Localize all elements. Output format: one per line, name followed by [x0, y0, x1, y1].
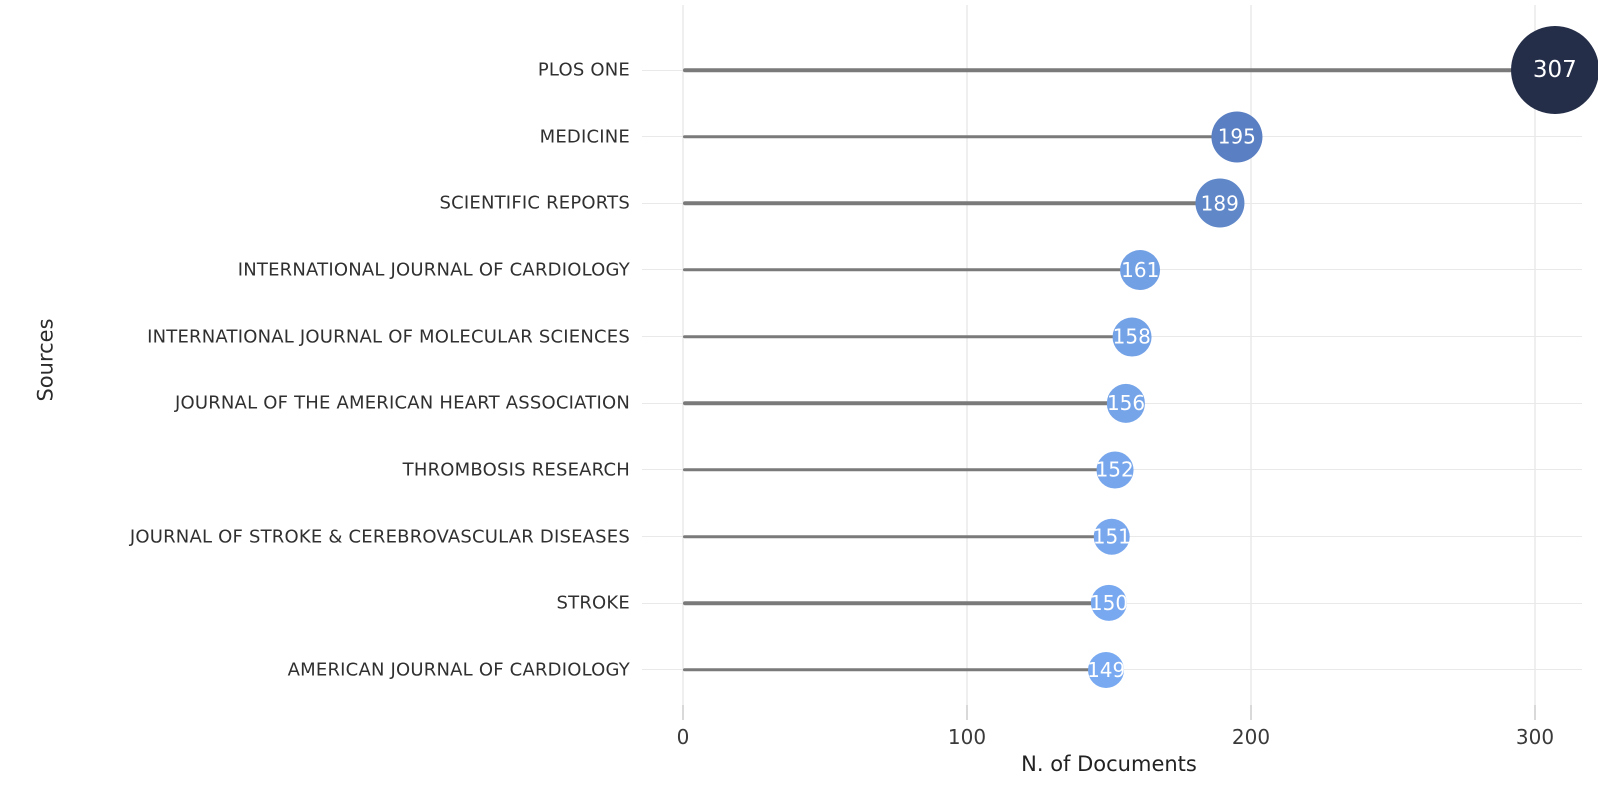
lollipop-stem — [683, 468, 1115, 472]
category-label: JOURNAL OF STROKE & CEREBROVASCULAR DISE… — [129, 526, 630, 548]
data-point-bubble: 158 — [1112, 317, 1152, 357]
x-axis-tick-label: 300 — [1515, 725, 1555, 749]
data-point-bubble: 156 — [1106, 384, 1146, 423]
lollipop-stem — [683, 268, 1141, 272]
category-label: JOURNAL OF THE AMERICAN HEART ASSOCIATIO… — [174, 392, 630, 414]
category-label: AMERICAN JOURNAL OF CARDIOLOGY — [287, 659, 630, 681]
category-label: INTERNATIONAL JOURNAL OF MOLECULAR SCIEN… — [147, 326, 630, 348]
x-axis-tick — [966, 705, 968, 720]
lollipop-stem — [683, 601, 1109, 605]
x-axis-tick — [682, 705, 684, 720]
data-point-bubble: 150 — [1089, 585, 1129, 622]
data-point-bubble: 307 — [1510, 26, 1598, 114]
lollipop-stem — [683, 68, 1555, 72]
data-point-bubble: 161 — [1120, 249, 1161, 290]
value-label: 156 — [1106, 391, 1146, 416]
x-axis-tick-label: 100 — [947, 725, 987, 749]
value-label: 195 — [1217, 124, 1256, 149]
lollipop-stem — [683, 334, 1132, 339]
x-axis-tick — [1534, 705, 1536, 720]
value-label: 189 — [1200, 191, 1239, 216]
x-axis-tick-label: 200 — [1231, 725, 1271, 749]
lollipop-stem — [683, 201, 1220, 206]
lollipop-stem — [683, 534, 1112, 539]
category-label: INTERNATIONAL JOURNAL OF CARDIOLOGY — [237, 259, 630, 281]
data-point-bubble: 189 — [1195, 178, 1245, 228]
data-point-bubble: 152 — [1095, 451, 1134, 489]
x-axis-tick-label: 0 — [676, 725, 690, 749]
data-point-bubble: 195 — [1211, 111, 1263, 163]
x-axis-title: N. of Documents — [1021, 752, 1197, 776]
y-axis-title: Sources — [33, 318, 58, 402]
data-point-bubble: 149 — [1087, 651, 1126, 688]
category-label: PLOS ONE — [537, 59, 630, 81]
x-gridline — [682, 5, 684, 705]
value-label: 158 — [1112, 324, 1151, 349]
x-axis-tick — [1250, 705, 1252, 720]
category-label: SCIENTIFIC REPORTS — [439, 192, 630, 214]
value-label: 161 — [1121, 257, 1160, 282]
lollipop-stem — [683, 668, 1107, 672]
value-label: 149 — [1087, 657, 1126, 682]
x-gridline — [1250, 5, 1252, 705]
category-label: MEDICINE — [539, 126, 630, 148]
value-label: 150 — [1089, 591, 1129, 616]
lollipop-stem — [683, 134, 1237, 139]
data-point-bubble: 151 — [1092, 518, 1131, 555]
x-gridline — [966, 5, 968, 705]
value-label: 151 — [1092, 524, 1131, 549]
lollipop-stem — [683, 401, 1127, 405]
category-label: THROMBOSIS RESEARCH — [402, 459, 630, 481]
value-label: 307 — [1532, 56, 1577, 83]
category-label: STROKE — [556, 592, 630, 614]
x-gridline — [1534, 5, 1536, 705]
value-label: 152 — [1095, 457, 1134, 482]
